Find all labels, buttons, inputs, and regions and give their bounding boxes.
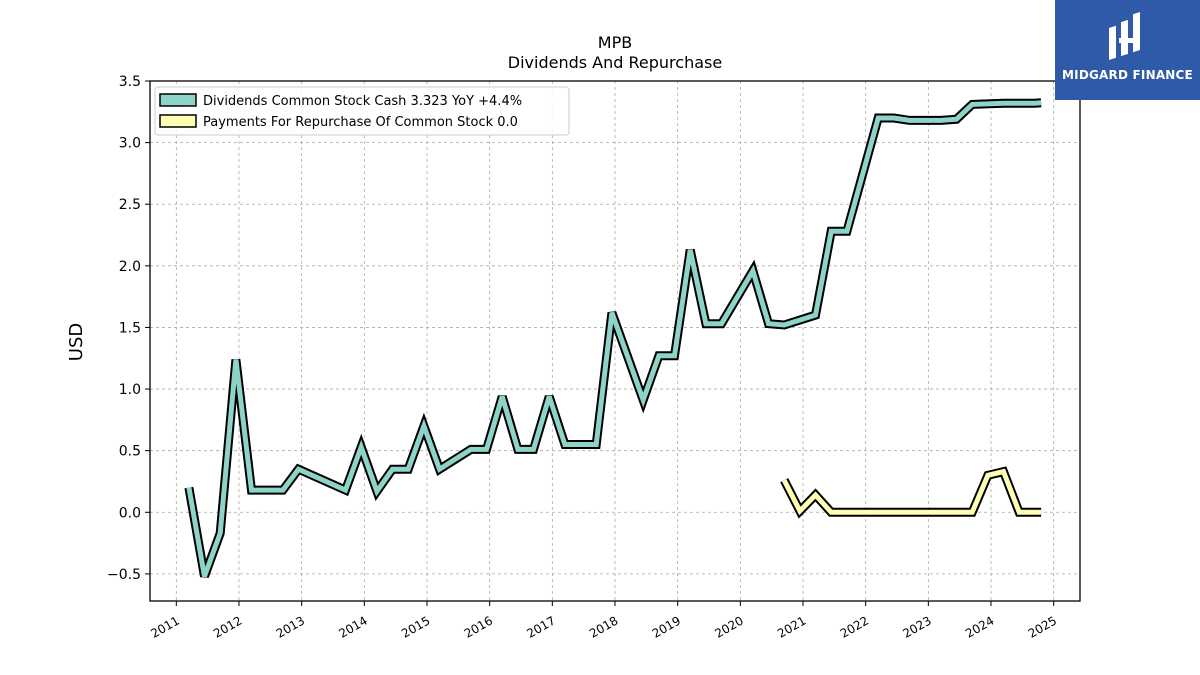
legend-swatch-dividends — [159, 93, 197, 107]
x-tick-label: 2012 — [211, 613, 244, 640]
y-tick-label: 2.0 — [119, 259, 141, 275]
y-tick-label: 1.5 — [119, 320, 141, 336]
legend-label-repurchase: Payments For Repurchase Of Common Stock … — [203, 115, 518, 130]
brand-logo: MIDGARD FINANCE — [1055, 0, 1200, 100]
y-tick-label: 2.5 — [119, 197, 141, 213]
y-tick-label: −0.5 — [107, 567, 141, 583]
y-ticks: −0.5 0.0 0.5 1.0 1.5 2.0 2.5 3.0 3.5 — [107, 74, 150, 583]
y-tick-label: 0.0 — [119, 505, 141, 521]
x-tick-label: 2019 — [650, 613, 683, 640]
x-tick-label: 2024 — [963, 613, 996, 640]
legend: Dividends Common Stock Cash 3.323 YoY +4… — [154, 86, 570, 136]
y-axis-label: USD — [66, 323, 87, 361]
x-tick-label: 2022 — [838, 613, 871, 640]
y-tick-label: 1.0 — [119, 382, 141, 398]
y-tick-label: 3.5 — [119, 74, 141, 90]
x-ticks: 2011 2012 2013 2014 2015 2016 2017 2018 2019 2020… — [148, 601, 1059, 641]
x-tick-label: 2017 — [524, 613, 557, 640]
grid-lines — [150, 80, 1080, 601]
x-tick-label: 2020 — [712, 613, 745, 640]
x-tick-label: 2013 — [274, 613, 307, 640]
legend-label-dividends: Dividends Common Stock Cash 3.323 YoY +4… — [203, 94, 522, 109]
series-line-repurchase — [781, 468, 1042, 516]
x-tick-label: 2018 — [587, 613, 620, 640]
series-lines — [184, 98, 1042, 578]
x-tick-label: 2014 — [336, 613, 369, 640]
series-line-dividends — [186, 100, 1042, 578]
brand-name: MIDGARD FINANCE — [1062, 68, 1193, 82]
x-tick-label: 2023 — [900, 613, 933, 640]
y-tick-label: 3.0 — [119, 136, 141, 152]
x-tick-label: 2021 — [775, 613, 808, 640]
legend-box — [154, 86, 570, 136]
logo-mark-icon — [1109, 11, 1140, 61]
legend-swatch-repurchase — [159, 114, 197, 128]
x-tick-label: 2025 — [1026, 613, 1059, 640]
chart-subtitle: Dividends And Repurchase — [508, 53, 722, 72]
y-tick-label: 0.5 — [119, 444, 141, 460]
x-tick-label: 2011 — [148, 613, 181, 640]
x-tick-label: 2015 — [399, 613, 432, 640]
chart-title: MPB — [598, 33, 632, 52]
x-tick-label: 2016 — [462, 613, 495, 640]
